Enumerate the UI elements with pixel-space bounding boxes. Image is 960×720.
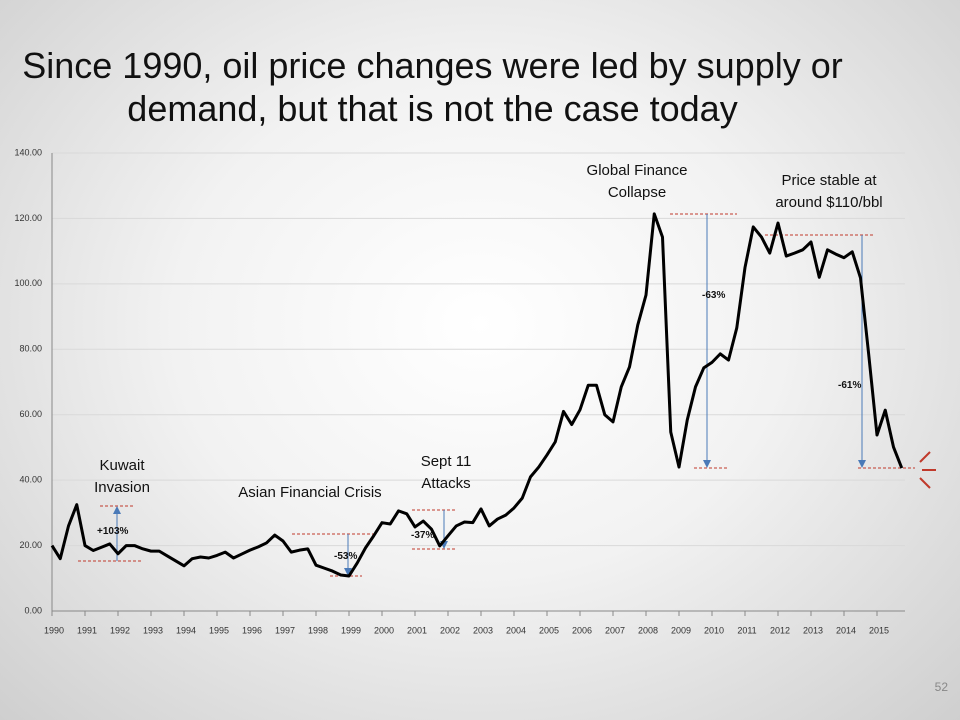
x-tick-label: 2003 (473, 625, 493, 635)
y-tick-label: 140.00 (14, 147, 42, 157)
price-line (50, 212, 904, 578)
x-tick-label: 2006 (572, 625, 592, 635)
change-label: -53% (334, 551, 358, 562)
x-tick-label: 1992 (110, 625, 130, 635)
x-tick-label: 2013 (803, 625, 823, 635)
x-tick-label: 1995 (209, 625, 229, 635)
x-tick-label: 2012 (770, 625, 790, 635)
decor-arrows (919, 451, 936, 489)
x-tick-label: 2008 (638, 625, 658, 635)
y-tick-label: 100.00 (14, 278, 42, 288)
event-label: Asian Financial Crisis (238, 484, 382, 501)
y-tick-label: 40.00 (19, 475, 42, 485)
change-label: -61% (838, 380, 862, 391)
y-tick-label: 20.00 (19, 540, 42, 550)
grid (52, 152, 905, 612)
y-tick-label: 80.00 (19, 344, 42, 354)
x-tick-label: 2010 (704, 625, 724, 635)
x-tick-label: 2014 (836, 625, 856, 635)
x-tick-label: 2002 (440, 625, 460, 635)
x-tick-label: 1998 (308, 625, 328, 635)
x-tick-label: 2015 (869, 625, 889, 635)
event-label: Kuwait Invasion (94, 457, 150, 496)
slide-title: Since 1990, oil price changes were led b… (22, 45, 843, 129)
change-label: +103% (97, 526, 129, 537)
event-label: Sept 11 Attacks (420, 453, 472, 492)
slide-number: 52 (934, 680, 948, 694)
change-label: -37% (411, 530, 435, 541)
x-tick-label: 1990 (44, 625, 64, 635)
x-tick-label: 2005 (539, 625, 559, 635)
x-tick-label: 1999 (341, 625, 361, 635)
y-tick-label: 0.00 (24, 605, 42, 615)
change-label: -63% (702, 290, 726, 301)
x-tick-label: 2007 (605, 625, 625, 635)
x-tick-label: 1991 (77, 625, 97, 635)
x-tick-label: 2004 (506, 625, 526, 635)
x-tick-label: 2001 (407, 625, 427, 635)
x-tick-label: 1993 (143, 625, 163, 635)
y-tick-label: 60.00 (19, 409, 42, 419)
y-tick-label: 120.00 (14, 213, 42, 223)
event-label: Global Finance Collapse (586, 162, 688, 201)
event-label: Price stable at around $110/bbl (775, 172, 883, 211)
x-tick-label: 1994 (176, 625, 196, 635)
x-tick-label: 1997 (275, 625, 295, 635)
change-arrows (113, 214, 866, 576)
x-tick-label: 1996 (242, 625, 262, 635)
x-tick-label: 2011 (737, 625, 756, 635)
x-tick-label: 2009 (671, 625, 691, 635)
x-tick-label: 2000 (374, 625, 394, 635)
